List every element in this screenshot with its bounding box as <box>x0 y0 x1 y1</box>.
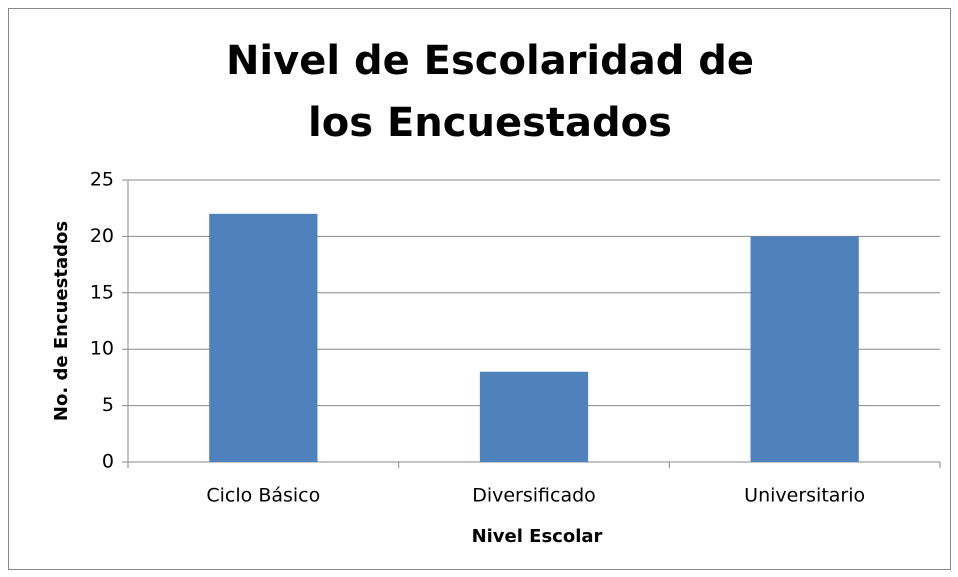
y-tick-label: 15 <box>90 281 114 303</box>
y-tick-label: 0 <box>102 451 114 473</box>
x-tick-label: Ciclo Básico <box>206 485 320 507</box>
y-tick-label: 5 <box>102 394 114 416</box>
x-tick-label: Universitario <box>744 485 865 507</box>
y-tick-label: 20 <box>90 225 114 247</box>
x-tick-label: Diversificado <box>472 485 596 507</box>
bar <box>750 236 859 462</box>
y-tick-label: 25 <box>90 169 114 191</box>
y-tick-label: 10 <box>90 338 114 360</box>
chart-title: Nivel de Escolaridad de los Encuestados <box>225 38 755 146</box>
x-axis-label: Nivel Escolar <box>472 526 603 547</box>
bar <box>209 213 318 462</box>
y-axis-label: No. de Encuestados <box>51 221 72 421</box>
bar <box>479 371 589 462</box>
